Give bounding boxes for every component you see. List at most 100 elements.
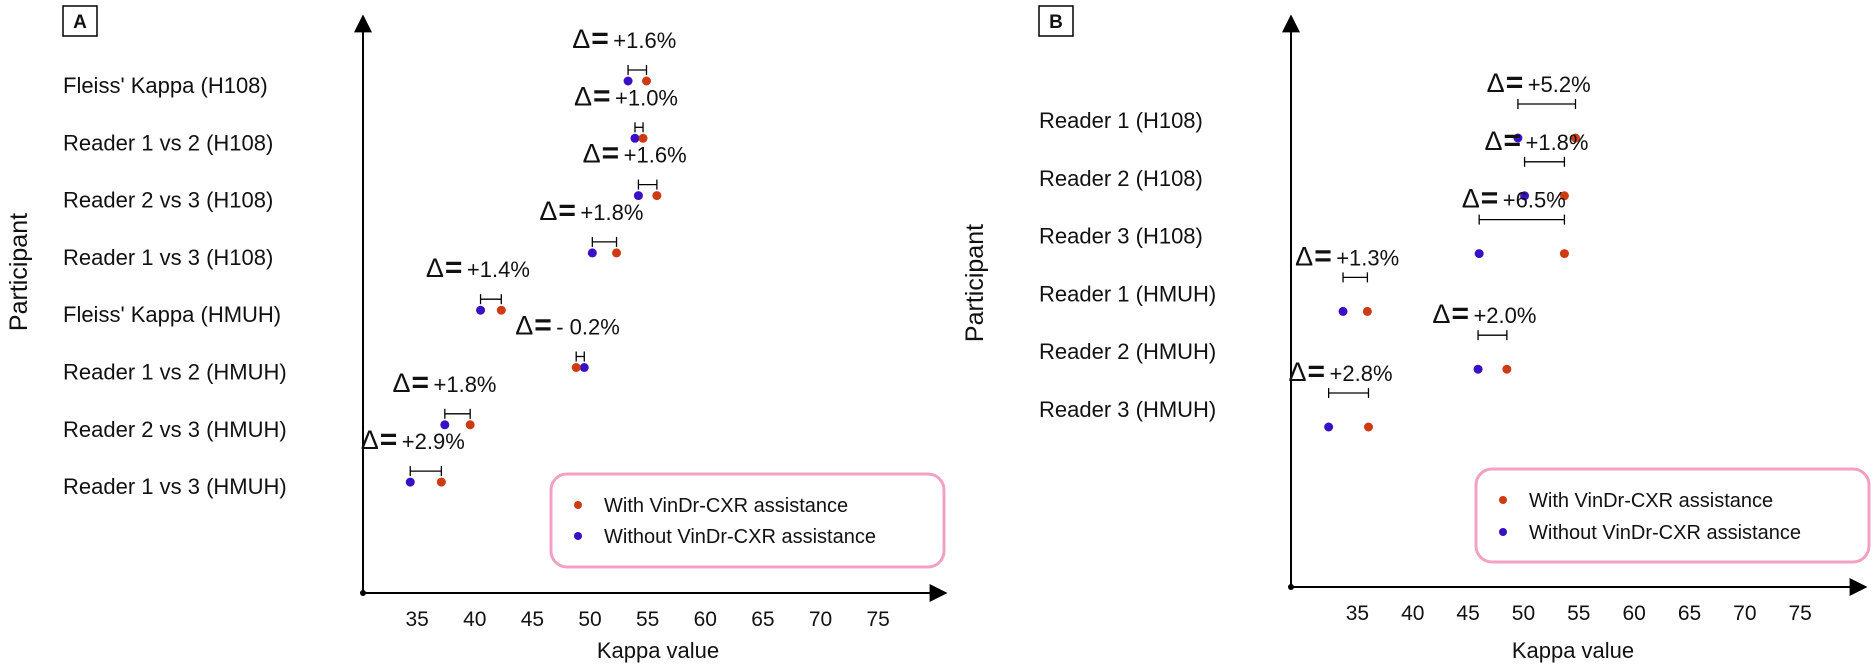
delta-annotation: Δ = +1.4% (426, 251, 530, 284)
delta-value: +1.4% (467, 257, 530, 282)
panel-a-legend-with-label: With VinDr-CXR assistance (604, 495, 848, 517)
delta-equals: = (558, 194, 576, 227)
panel-a-marks: Δ = +1.6%Δ = +1.0%Δ = +1.6%Δ = +1.8%Δ = +1.4%Δ = - 0… (361, 22, 687, 487)
x-tick-label: 45 (1456, 602, 1479, 625)
panel-a-badge (62, 5, 98, 37)
delta-value: +1.6% (624, 143, 687, 168)
x-tick-label: 65 (751, 608, 774, 631)
x-tick-label: 50 (578, 608, 601, 631)
point-without-assistance (1520, 191, 1530, 201)
delta-annotation: Δ = +1.8% (392, 366, 496, 399)
point-without-assistance (579, 363, 589, 372)
point-without-assistance (633, 191, 643, 201)
delta-equals: = (1314, 239, 1332, 272)
delta-value: - 0.2% (556, 315, 620, 340)
panel-b-y-axis-label: Participant (961, 224, 989, 342)
row-label: Reader 1 vs 3 (HMUH) (63, 474, 287, 499)
panel-b-legend: With VinDr-CXR assistance Without VinDr-… (1474, 467, 1871, 564)
panel-a-legend-with-marker (574, 501, 582, 509)
delta-symbol: Δ (583, 139, 601, 169)
delta-equals: = (380, 423, 398, 456)
point-without-assistance (440, 420, 450, 430)
panel-a-letter: A (73, 12, 87, 33)
delta-annotation: Δ = +2.8% (1289, 355, 1393, 388)
delta-annotation: Δ = +1.3% (1295, 239, 1399, 272)
delta-equals: = (1308, 355, 1326, 388)
point-without-assistance (1473, 364, 1483, 374)
row-label: Reader 1 vs 3 (H108) (63, 245, 273, 270)
row-label: Reader 1 (HMUH) (1039, 281, 1216, 306)
point-with-assistance (436, 477, 446, 487)
point-with-assistance (652, 191, 662, 201)
delta-equals: = (445, 251, 463, 284)
panel-b-legend-without-marker (1499, 528, 1507, 536)
delta-annotation: Δ = +1.0% (574, 79, 678, 112)
point-with-assistance (496, 305, 506, 315)
point-without-assistance (1324, 422, 1334, 432)
x-tick-label: 65 (1678, 602, 1701, 625)
panel-a-legend-box (549, 472, 946, 569)
panel-a-x-ticks: 35 40 45 50 55 60 65 70 75 (405, 608, 889, 631)
panel-b-origin (1288, 584, 1294, 590)
panel-b-badge (1038, 5, 1074, 37)
delta-symbol: Δ (515, 311, 533, 341)
panel-b: B Participant Kappa value 35 40 45 50 55 60 65… (961, 5, 1871, 663)
point-with-assistance (1363, 422, 1373, 432)
x-tick-label: 55 (1567, 602, 1590, 625)
delta-symbol: Δ (392, 368, 410, 398)
panel-b-legend-with-marker (1499, 496, 1507, 504)
x-tick-label: 35 (1346, 602, 1369, 625)
delta-annotation: Δ = +1.8% (1484, 124, 1588, 157)
panel-b-x-ticks: 35 40 45 50 55 60 65 70 75 (1346, 602, 1812, 625)
delta-symbol: Δ (1289, 357, 1307, 387)
delta-equals: = (412, 366, 430, 399)
delta-symbol: Δ (1487, 68, 1505, 98)
row-label: Fleiss' Kappa (H108) (63, 73, 268, 98)
panel-a-x-axis-label: Kappa value (597, 638, 719, 663)
delta-equals: = (1506, 66, 1524, 99)
point-without-assistance (1513, 133, 1523, 143)
delta-equals: = (1481, 182, 1499, 215)
point-without-assistance (587, 248, 597, 258)
delta-value: +1.8% (580, 200, 643, 225)
delta-equals: = (1451, 297, 1469, 330)
x-tick-label: 50 (1512, 602, 1535, 625)
x-tick-label: 40 (1401, 602, 1424, 625)
row-label: Reader 1 vs 2 (HMUH) (63, 360, 287, 385)
point-without-assistance (476, 305, 486, 315)
x-tick-label: 35 (405, 608, 428, 631)
panel-a-legend-without-label: Without VinDr-CXR assistance (604, 526, 876, 548)
delta-equals: = (534, 309, 552, 342)
delta-annotation: Δ = - 0.2% (515, 309, 620, 342)
point-with-assistance (638, 133, 648, 143)
panel-a-legend: With VinDr-CXR assistance Without VinDr-… (549, 472, 946, 569)
delta-annotation: Δ = +1.6% (572, 22, 676, 55)
delta-equals: = (593, 79, 611, 112)
delta-value: +2.8% (1330, 361, 1393, 386)
panel-b-x-axis-label: Kappa value (1512, 638, 1634, 663)
row-label: Reader 3 (H108) (1039, 224, 1203, 249)
panel-a-row-labels: Fleiss' Kappa (H108) Reader 1 vs 2 (H108)… (63, 73, 287, 499)
delta-symbol: Δ (1295, 241, 1313, 271)
point-without-assistance (405, 477, 415, 487)
panel-a-origin (360, 590, 366, 596)
point-with-assistance (465, 420, 475, 430)
delta-equals: = (602, 137, 620, 170)
delta-value: +1.8% (1525, 130, 1588, 155)
panel-b-legend-without-label: Without VinDr-CXR assistance (1529, 522, 1801, 544)
delta-value: +2.9% (402, 429, 465, 454)
delta-symbol: Δ (574, 81, 592, 111)
point-with-assistance (1570, 133, 1580, 143)
delta-annotation: Δ = +6.5% (1462, 182, 1566, 215)
point-without-assistance (1338, 306, 1348, 316)
panel-a-legend-without-marker (574, 532, 582, 540)
delta-value: +6.5% (1503, 188, 1566, 213)
delta-value: +1.8% (434, 372, 497, 397)
point-without-assistance (1474, 249, 1484, 259)
delta-annotation: Δ = +1.6% (583, 137, 687, 170)
delta-symbol: Δ (361, 425, 379, 455)
point-without-assistance (630, 133, 640, 143)
row-label: Reader 3 (HMUH) (1039, 397, 1216, 422)
point-with-assistance (571, 363, 581, 372)
